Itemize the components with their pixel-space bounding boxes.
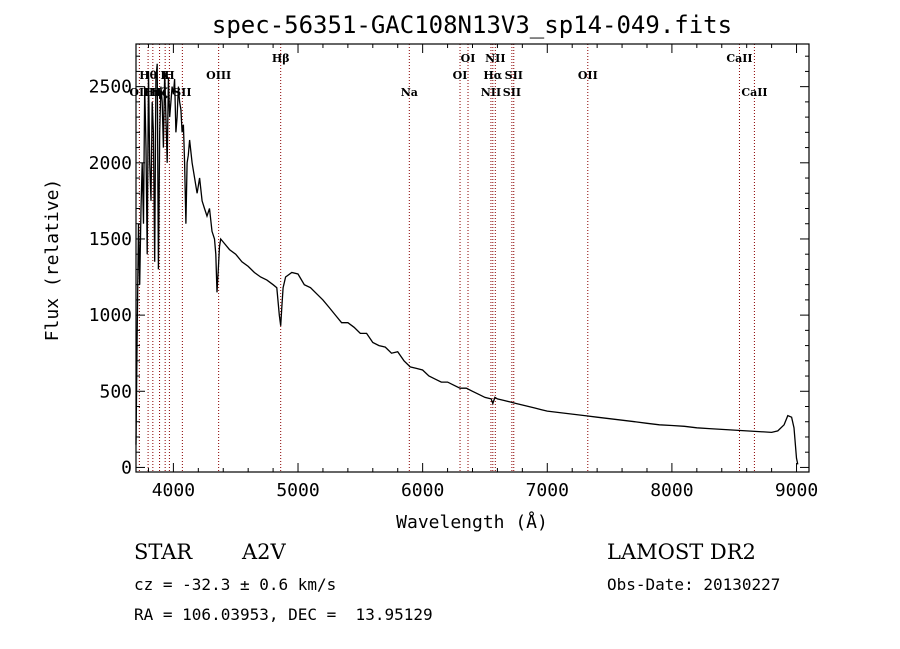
x-axis-ticks: 4000 5000 6000 7000 8000 9000: [147, 44, 818, 501]
marker-label: OI: [453, 69, 468, 82]
marker-label: H: [164, 69, 174, 82]
marker-label: NII: [481, 86, 501, 99]
survey-name: LAMOST DR2: [607, 540, 756, 564]
object-subclass: A2V: [242, 540, 286, 564]
marker-label: NII: [485, 52, 505, 65]
x-axis-label: Wavelength (Å): [396, 511, 548, 533]
redshift-text: cz = -32.3 ± 0.6 km/s: [134, 575, 337, 594]
chart-title: spec-56351-GAC108N13V3_sp14-049.fits: [212, 11, 732, 39]
y-tick-label: 500: [99, 381, 132, 402]
x-tick-label: 7000: [526, 480, 569, 501]
y-tick-label: 0: [121, 457, 132, 478]
marker-label: Na: [401, 86, 418, 99]
marker-label: Hβ: [272, 52, 290, 65]
coordinates-text: RA = 106.03953, DEC = 13.95129: [134, 605, 433, 624]
marker-label: Hα: [483, 69, 502, 82]
marker-label: OII: [578, 69, 598, 82]
x-tick-label: 6000: [401, 480, 444, 501]
y-axis-ticks: 0 500 1000 1500 2000 2500: [89, 55, 809, 478]
plot-frame: [135, 43, 810, 473]
marker-label: OIII: [206, 69, 231, 82]
x-tick-label: 8000: [650, 480, 693, 501]
marker-label: SII: [505, 69, 523, 82]
y-tick-label: 1500: [89, 229, 132, 250]
marker-label: SII: [173, 86, 191, 99]
x-tick-label: 9000: [775, 480, 818, 501]
y-tick-label: 1000: [89, 305, 132, 326]
y-axis-label: Flux (relative): [42, 179, 63, 342]
marker-label: CaII: [726, 52, 752, 65]
x-tick-label: 5000: [276, 480, 319, 501]
y-tick-label: 2500: [89, 77, 132, 98]
y-tick-label: 2000: [89, 153, 132, 174]
obs-date-text: Obs-Date: 20130227: [607, 575, 781, 594]
x-tick-label: 4000: [152, 480, 195, 501]
marker-labels: HθOIIHηHζKHSIIOIIIHβNaOIOINIINIIHαSIISII…: [129, 52, 767, 99]
spectrum-line: [135, 63, 799, 465]
marker-label: OI: [461, 52, 476, 65]
marker-label: CaII: [741, 86, 767, 99]
object-class: STAR: [134, 540, 193, 564]
marker-label: SII: [503, 86, 521, 99]
marker-lines: [138, 44, 755, 472]
